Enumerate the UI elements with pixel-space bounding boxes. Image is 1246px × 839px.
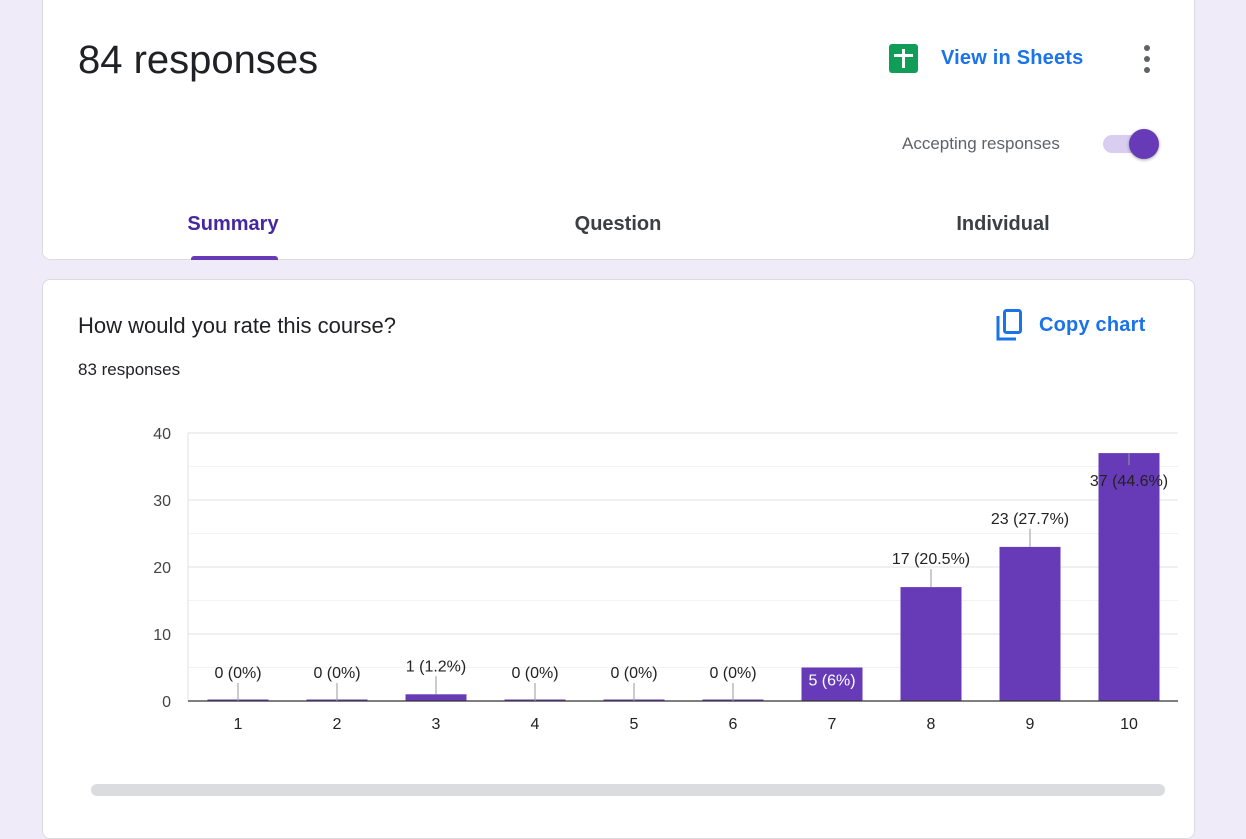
x-tick-label: 8 (927, 716, 936, 733)
y-tick-label: 30 (153, 493, 171, 510)
view-in-sheets-label: View in Sheets (941, 46, 1084, 69)
data-label: 37 (44.6%) (1090, 473, 1168, 490)
bar (1098, 453, 1160, 701)
data-label: 17 (20.5%) (892, 551, 970, 568)
responses-count-title: 84 responses (78, 38, 319, 82)
active-tab-indicator (191, 256, 278, 260)
question-title: How would you rate this course? (78, 313, 396, 338)
data-label: 0 (0%) (610, 665, 657, 682)
sheets-icon (889, 43, 918, 73)
y-tick-label: 10 (153, 627, 171, 644)
bar (900, 587, 962, 701)
accepting-responses-toggle[interactable] (1103, 128, 1161, 160)
copy-icon (996, 309, 1022, 341)
y-tick-label: 40 (153, 426, 171, 443)
chart-horizontal-scrollbar[interactable] (91, 784, 1165, 796)
data-label: 0 (0%) (709, 665, 756, 682)
view-in-sheets-link[interactable]: View in Sheets (889, 41, 1084, 75)
x-tick-label: 2 (333, 716, 342, 733)
x-tick-label: 4 (531, 716, 540, 733)
data-label: 0 (0%) (214, 665, 261, 682)
bar (405, 694, 467, 701)
y-tick-label: 20 (153, 560, 171, 577)
copy-chart-label: Copy chart (1039, 313, 1146, 336)
question-summary-card: How would you rate this course? Copy cha… (42, 279, 1195, 839)
x-tick-label: 5 (630, 716, 639, 733)
x-tick-label: 9 (1026, 716, 1035, 733)
tab-individual[interactable]: Individual (956, 213, 1050, 235)
more-options-button[interactable] (1135, 43, 1159, 75)
more-vert-icon (1144, 45, 1150, 73)
data-label: 23 (27.7%) (991, 511, 1069, 528)
copy-chart-button[interactable]: Copy chart (995, 307, 1145, 343)
tab-question[interactable]: Question (574, 213, 662, 235)
bar (999, 546, 1061, 701)
x-tick-label: 1 (234, 716, 243, 733)
x-tick-label: 10 (1120, 716, 1138, 733)
data-label: 0 (0%) (511, 665, 558, 682)
x-tick-label: 7 (828, 716, 837, 733)
responses-header-card: 84 responses View in Sheets Accepting re… (42, 0, 1195, 260)
data-label: 0 (0%) (313, 665, 360, 682)
data-label: 1 (1.2%) (406, 658, 466, 675)
bar (801, 667, 863, 701)
tab-summary[interactable]: Summary (187, 213, 279, 235)
data-label: 5 (6%) (808, 673, 855, 690)
x-tick-label: 3 (432, 716, 441, 733)
toggle-knob (1129, 129, 1159, 159)
bar-chart: 0 10 20 30 40 1 2 3 4 5 6 7 8 9 10 0 (0%) 0 (0%) 1 (1.2%)… (153, 426, 1178, 733)
x-tick-label: 6 (729, 716, 738, 733)
question-response-count: 83 responses (78, 360, 181, 379)
accepting-responses-label: Accepting responses (902, 134, 1060, 153)
y-tick-label: 0 (162, 694, 171, 711)
